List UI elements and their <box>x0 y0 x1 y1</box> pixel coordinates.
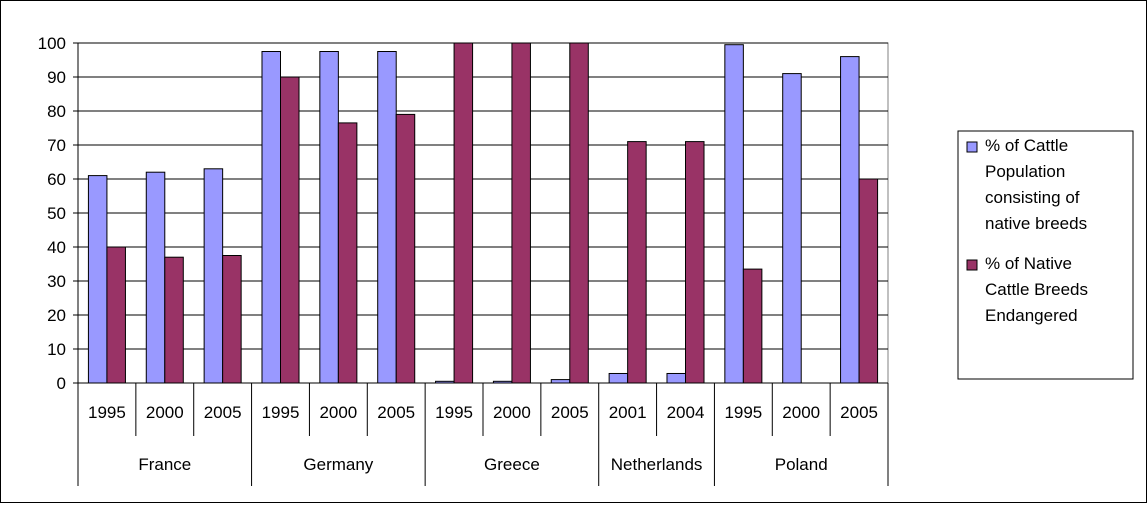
bar-endangered <box>858 178 879 384</box>
bar-endangered <box>222 255 242 384</box>
bar-endangered <box>569 42 589 384</box>
legend-label: % of Native <box>985 254 1072 273</box>
y-tick-label: 100 <box>38 34 66 53</box>
bar-layer <box>87 42 879 384</box>
group-label: France <box>138 455 191 474</box>
y-tick-label: 80 <box>47 102 66 121</box>
y-tick-label: 90 <box>47 68 66 87</box>
x-tick-label: 2000 <box>319 403 357 422</box>
bar-endangered <box>280 76 300 384</box>
legend-label: consisting of <box>985 188 1080 207</box>
bar-endangered <box>337 122 358 384</box>
x-tick-label: 2000 <box>493 403 531 422</box>
bar-endangered <box>106 246 126 384</box>
legend-label: native breeds <box>985 214 1087 233</box>
x-tick-label: 2005 <box>551 403 589 422</box>
bar-native-share <box>782 73 802 384</box>
bar-native-share <box>840 56 860 384</box>
y-tick-label: 50 <box>47 204 66 223</box>
legend-swatch <box>966 259 978 271</box>
bar-native-share <box>145 171 166 384</box>
x-tick-label: 2001 <box>609 403 647 422</box>
bar-endangered <box>685 141 705 384</box>
legend-label: Cattle Breeds <box>985 280 1088 299</box>
x-tick-label: 2000 <box>782 403 820 422</box>
y-tick-label: 10 <box>47 340 66 359</box>
x-tick-label: 2005 <box>840 403 878 422</box>
legend-box <box>957 130 1134 380</box>
bar-native-share <box>550 379 571 384</box>
legend-swatch <box>966 141 978 153</box>
bar-endangered <box>395 113 416 384</box>
legend-label: % of Cattle <box>985 136 1068 155</box>
bar-native-share <box>261 51 282 384</box>
bar-native-share <box>608 372 629 384</box>
bar-native-share <box>203 168 224 384</box>
axis-layer: 0 10 20 30 40 50 60 70 80 90 100 1995 2000 2005 France… <box>38 34 889 486</box>
bar-native-share <box>724 44 744 384</box>
group-label: Netherlands <box>611 455 703 474</box>
group-label: Greece <box>484 455 540 474</box>
bar-endangered <box>164 256 184 384</box>
x-tick-label: 1995 <box>262 403 300 422</box>
group-label: Poland <box>775 455 828 474</box>
y-tick-label: 40 <box>47 238 66 257</box>
x-tick-label: 1995 <box>724 403 762 422</box>
group-label: Germany <box>303 455 373 474</box>
x-tick-label: 1995 <box>435 403 473 422</box>
y-tick-label: 60 <box>47 170 66 189</box>
legend-label: Endangered <box>985 306 1078 325</box>
x-tick-label: 2005 <box>204 403 242 422</box>
legend-label: Population <box>985 162 1065 181</box>
y-tick-label: 30 <box>47 272 66 291</box>
bar-native-share <box>87 175 108 384</box>
bar-native-share <box>666 372 687 384</box>
x-tick-label: 2005 <box>377 403 415 422</box>
x-tick-label: 2000 <box>146 403 184 422</box>
bar-native-share <box>377 51 397 384</box>
bar-endangered <box>511 42 531 384</box>
bar-endangered <box>742 268 763 384</box>
y-tick-label: 20 <box>47 306 66 325</box>
x-tick-label: 2004 <box>667 403 705 422</box>
legend: % of Cattle Population consisting of native… <box>957 130 1134 380</box>
x-tick-label: 1995 <box>88 403 126 422</box>
bar-endangered <box>453 42 474 384</box>
y-tick-label: 70 <box>47 136 66 155</box>
bar-endangered <box>627 141 647 384</box>
y-tick-label: 0 <box>57 374 66 393</box>
bar-native-share <box>319 51 339 384</box>
